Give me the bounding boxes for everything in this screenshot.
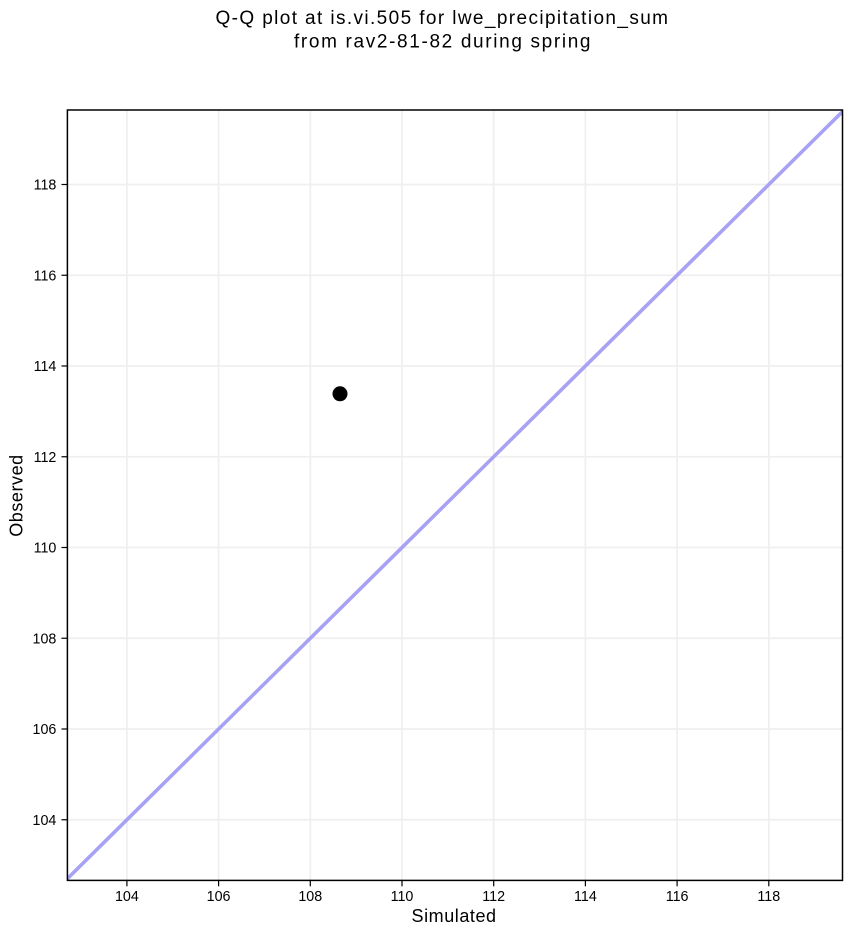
svg-text:from rav2-81-82 during spring: from rav2-81-82 during spring — [294, 32, 591, 53]
svg-text:114: 114 — [574, 889, 597, 905]
svg-text:112: 112 — [34, 450, 57, 466]
svg-text:Q-Q plot at is.vi.505 for lwe_: Q-Q plot at is.vi.505 for lwe_precipitat… — [216, 8, 669, 29]
svg-text:114: 114 — [34, 359, 57, 375]
svg-text:110: 110 — [391, 889, 414, 905]
svg-text:106: 106 — [33, 722, 57, 738]
svg-text:108: 108 — [298, 889, 322, 905]
svg-text:118: 118 — [757, 889, 780, 905]
svg-text:104: 104 — [33, 813, 57, 829]
svg-text:Observed: Observed — [6, 455, 26, 537]
svg-text:118: 118 — [34, 178, 57, 194]
svg-text:110: 110 — [34, 541, 57, 557]
svg-text:116: 116 — [666, 889, 689, 905]
svg-text:116: 116 — [34, 268, 57, 284]
svg-text:108: 108 — [33, 631, 57, 647]
svg-text:104: 104 — [115, 889, 139, 905]
svg-text:106: 106 — [207, 889, 231, 905]
svg-text:112: 112 — [482, 889, 505, 905]
svg-text:Simulated: Simulated — [412, 906, 497, 926]
